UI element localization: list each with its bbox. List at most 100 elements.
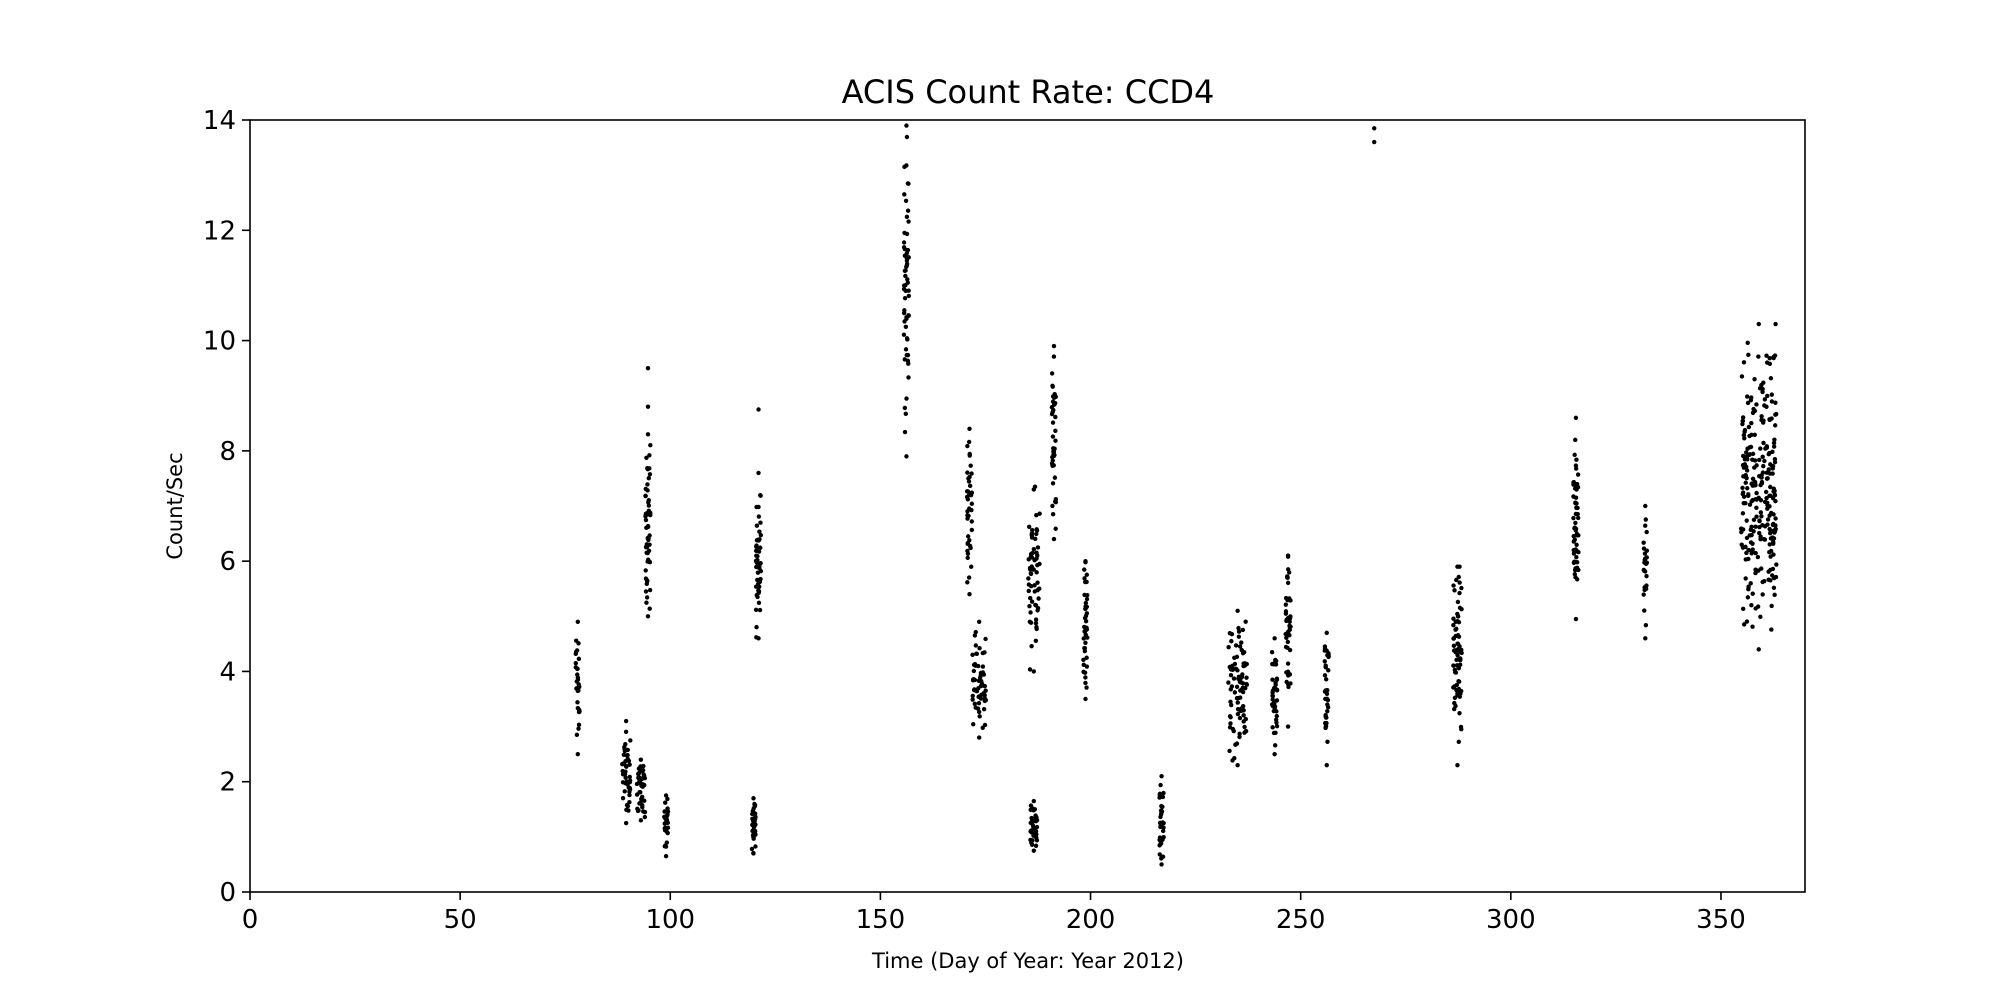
data-point	[1229, 684, 1235, 689]
data-point	[1029, 531, 1035, 536]
data-point	[1753, 524, 1758, 529]
data-point	[1325, 708, 1330, 714]
data-point	[647, 472, 653, 477]
data-point	[1026, 588, 1031, 594]
data-point	[1083, 680, 1088, 686]
data-point	[980, 664, 986, 669]
data-point	[904, 214, 910, 219]
data-point	[627, 800, 632, 805]
data-point	[623, 718, 629, 724]
data-point	[1746, 352, 1751, 358]
chart-title: ACIS Count Rate: CCD4	[842, 73, 1215, 111]
data-point	[1773, 423, 1778, 428]
data-point	[758, 545, 763, 550]
data-point	[965, 443, 970, 449]
data-point	[1034, 527, 1039, 532]
data-point	[967, 483, 973, 489]
data-point	[1746, 492, 1751, 497]
data-point	[1749, 499, 1754, 504]
data-point	[1757, 457, 1762, 463]
data-point	[1274, 713, 1279, 719]
data-point	[1749, 395, 1754, 400]
data-point	[1286, 632, 1291, 637]
data-point	[1052, 475, 1058, 480]
data-point	[1745, 394, 1750, 399]
data-point	[1771, 552, 1776, 557]
data-point	[1285, 639, 1291, 645]
data-point	[755, 570, 761, 575]
data-point	[1273, 730, 1278, 736]
data-point	[625, 757, 631, 762]
data-point	[1239, 640, 1244, 645]
data-point	[1083, 628, 1089, 633]
data-point	[757, 563, 762, 569]
data-point	[1052, 392, 1057, 397]
data-point	[1274, 709, 1279, 714]
data-point	[627, 792, 632, 798]
data-point	[1772, 492, 1777, 497]
data-point	[627, 785, 632, 791]
data-point	[1573, 566, 1578, 571]
data-point	[1269, 649, 1275, 655]
data-point	[1769, 627, 1774, 632]
data-point	[1762, 458, 1767, 464]
data-point	[966, 575, 972, 580]
data-point	[1034, 626, 1039, 632]
data-point	[620, 796, 626, 801]
data-point	[1240, 627, 1246, 633]
data-point	[1326, 668, 1331, 673]
data-point	[1283, 644, 1289, 650]
data-point	[1051, 354, 1057, 359]
data-point	[1034, 838, 1040, 843]
data-point	[1323, 665, 1328, 670]
data-point	[1458, 724, 1464, 730]
data-point	[974, 689, 980, 694]
data-point	[902, 192, 907, 197]
data-point	[620, 761, 625, 767]
data-point	[573, 638, 579, 643]
data-point	[639, 776, 645, 782]
data-point	[1741, 360, 1747, 365]
x-tick-label: 100	[645, 905, 695, 935]
data-point	[1740, 511, 1746, 516]
data-point	[1575, 472, 1581, 477]
data-point	[1772, 437, 1777, 442]
data-point	[1029, 815, 1034, 821]
data-point	[1747, 433, 1752, 439]
data-point	[1029, 643, 1034, 649]
data-point	[1161, 820, 1166, 826]
data-point	[575, 685, 581, 690]
data-point	[905, 337, 910, 342]
data-point	[902, 268, 908, 273]
data-point	[1050, 399, 1056, 404]
data-point	[758, 520, 763, 525]
data-point	[1031, 547, 1037, 552]
data-point	[969, 507, 974, 513]
data-point	[1643, 586, 1649, 592]
data-point	[1031, 848, 1037, 853]
data-point	[641, 772, 646, 777]
data-point	[647, 587, 653, 593]
data-point	[1759, 414, 1764, 419]
data-point	[968, 564, 974, 569]
data-point	[1034, 531, 1039, 537]
data-point	[1326, 651, 1331, 656]
data-point	[1272, 751, 1277, 757]
data-point	[1030, 550, 1035, 556]
data-point	[906, 219, 911, 224]
data-point	[1766, 451, 1771, 457]
data-point	[1084, 611, 1090, 616]
data-point	[1035, 580, 1040, 585]
data-point	[1771, 444, 1777, 449]
data-point	[1452, 706, 1457, 712]
data-point	[1751, 529, 1756, 534]
data-point	[904, 255, 909, 260]
data-point	[1744, 468, 1750, 473]
data-point	[1741, 465, 1747, 470]
y-axis: 0 2 4 6 8 10 12 14	[203, 106, 250, 908]
data-point	[1226, 680, 1231, 685]
data-point	[903, 198, 909, 204]
data-point	[575, 688, 580, 694]
data-point	[979, 681, 985, 686]
data-point	[1029, 584, 1034, 589]
